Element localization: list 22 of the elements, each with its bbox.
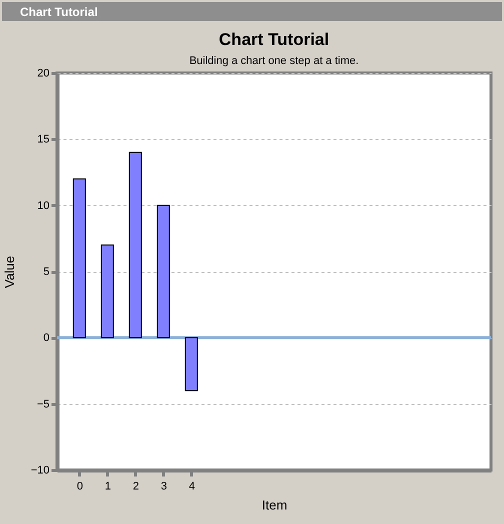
y-tick-label: −5 [36, 398, 50, 410]
x-tick-label: 3 [160, 480, 167, 492]
x-axis-title: Item [262, 498, 288, 512]
y-tick-label: 20 [37, 68, 50, 80]
y-axis-title: Value [2, 256, 17, 288]
chart-title: Chart Tutorial [218, 30, 330, 49]
y-tick-label: −10 [30, 464, 50, 476]
y-tick-label: 0 [43, 332, 50, 344]
text: Chart Tutorial [20, 5, 98, 19]
bar [128, 152, 142, 338]
y-tick-label: 15 [37, 134, 50, 146]
bar [184, 337, 198, 392]
y-tick-label: 10 [37, 200, 50, 212]
x-tick-label: 2 [132, 480, 139, 492]
x-tick-label: 0 [76, 480, 83, 492]
chart-subtitle: Building a chart one step at a time. [189, 55, 359, 67]
y-tick-label: 5 [43, 266, 50, 278]
bar [156, 204, 170, 338]
bar [100, 244, 114, 338]
x-tick-label: 4 [188, 480, 195, 492]
bar [72, 178, 86, 338]
x-tick-label: 1 [104, 480, 111, 492]
